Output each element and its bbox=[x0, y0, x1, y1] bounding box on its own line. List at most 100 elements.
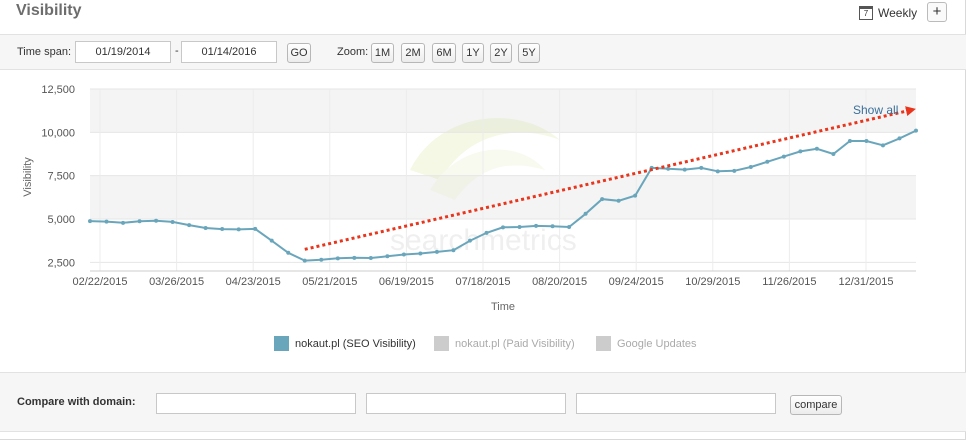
zoom-2y-button[interactable]: 2Y bbox=[490, 43, 512, 63]
x-tick-label: 07/18/2015 bbox=[455, 276, 510, 288]
data-point bbox=[633, 193, 638, 198]
chart-band bbox=[90, 175, 916, 219]
data-point bbox=[831, 152, 836, 156]
y-tick-label: 7,500 bbox=[47, 171, 75, 183]
x-tick-label: 12/31/2015 bbox=[838, 276, 893, 288]
end-date-input[interactable] bbox=[181, 41, 277, 63]
legend-label-paid: nokaut.pl (Paid Visibility) bbox=[455, 337, 575, 350]
data-point bbox=[170, 219, 175, 224]
zoom-5y-button[interactable]: 5Y bbox=[518, 43, 540, 63]
zoom-1y-button[interactable]: 1Y bbox=[462, 43, 484, 63]
data-point bbox=[682, 167, 687, 172]
data-point bbox=[137, 219, 142, 224]
zoom-2m-button[interactable]: 2M bbox=[401, 43, 425, 63]
data-point bbox=[401, 252, 406, 257]
data-point bbox=[220, 227, 225, 232]
x-tick-label: 06/19/2015 bbox=[379, 276, 434, 288]
x-tick-label: 08/20/2015 bbox=[532, 276, 587, 288]
y-tick-label: 2,500 bbox=[47, 257, 75, 269]
data-point bbox=[286, 250, 291, 255]
data-point bbox=[567, 224, 572, 229]
compare-section: Compare with domain: compare bbox=[0, 372, 966, 432]
data-point bbox=[600, 197, 605, 202]
compare-domain-input-2[interactable] bbox=[366, 393, 566, 414]
data-point bbox=[385, 254, 390, 259]
zoom-label: Zoom: bbox=[337, 46, 369, 58]
x-axis-label: Time bbox=[491, 301, 515, 313]
data-point bbox=[864, 139, 869, 143]
x-tick-label: 02/22/2015 bbox=[72, 276, 127, 288]
chart-legend: nokaut.pl (SEO Visibility) nokaut.pl (Pa… bbox=[0, 336, 966, 352]
x-tick-label: 03/26/2015 bbox=[149, 276, 204, 288]
data-point bbox=[880, 143, 885, 148]
y-tick-label: 5,000 bbox=[47, 214, 75, 226]
data-point bbox=[699, 165, 704, 170]
data-point bbox=[121, 220, 126, 225]
date-separator: - bbox=[175, 45, 179, 57]
x-axis-ticks: 02/22/2015 03/26/2015 04/23/2015 05/21/2015… bbox=[72, 276, 893, 288]
legend-swatch-google bbox=[596, 336, 611, 351]
zoom-1m-button[interactable]: 1M bbox=[371, 43, 394, 63]
data-point bbox=[814, 146, 819, 151]
y-tick-label: 12,500 bbox=[41, 84, 75, 96]
x-tick-label: 09/24/2015 bbox=[609, 276, 664, 288]
panel-title: Visibility bbox=[16, 2, 82, 19]
data-point bbox=[302, 258, 307, 263]
data-point bbox=[418, 251, 423, 256]
data-point bbox=[236, 227, 241, 232]
chart-background-bands bbox=[90, 89, 916, 219]
start-date-input[interactable] bbox=[75, 41, 171, 63]
data-point bbox=[550, 224, 555, 229]
legend-item-paid-visibility[interactable]: nokaut.pl (Paid Visibility) bbox=[434, 336, 575, 351]
data-point bbox=[335, 256, 340, 261]
y-axis-ticks: 2,500 5,000 7,500 10,000 12,500 bbox=[41, 84, 75, 269]
data-point bbox=[319, 257, 324, 262]
x-tick-label: 04/23/2015 bbox=[226, 276, 281, 288]
y-axis-label: Visibility bbox=[22, 157, 34, 197]
data-point bbox=[534, 223, 539, 228]
data-point bbox=[253, 226, 258, 231]
data-point bbox=[748, 165, 753, 169]
data-point bbox=[269, 238, 274, 243]
data-point bbox=[104, 219, 109, 224]
data-point bbox=[203, 226, 208, 231]
data-point bbox=[715, 169, 720, 174]
data-point bbox=[484, 230, 489, 235]
x-tick-label: 05/21/2015 bbox=[302, 276, 357, 288]
interval-selector[interactable]: 7 Weekly bbox=[859, 5, 917, 21]
zoom-6m-button[interactable]: 6M bbox=[432, 43, 456, 63]
data-point bbox=[434, 249, 439, 254]
compare-label: Compare with domain: bbox=[17, 396, 136, 408]
legend-swatch-seo bbox=[274, 336, 289, 351]
legend-item-google-updates[interactable]: Google Updates bbox=[596, 336, 697, 351]
x-tick-label: 10/29/2015 bbox=[685, 276, 740, 288]
compare-domain-input-3[interactable] bbox=[576, 393, 776, 414]
data-point bbox=[467, 238, 472, 243]
time-span-toolbar: Time span: - GO Zoom: 1M 2M 6M 1Y 2Y 5Y bbox=[0, 34, 966, 70]
data-point bbox=[765, 159, 770, 164]
legend-item-seo-visibility[interactable]: nokaut.pl (SEO Visibility) bbox=[274, 336, 416, 351]
compare-domain-input-1[interactable] bbox=[156, 393, 356, 414]
data-point bbox=[88, 219, 92, 224]
data-point bbox=[781, 154, 786, 159]
data-point bbox=[368, 256, 373, 260]
add-button[interactable]: + bbox=[927, 2, 947, 22]
interval-label: Weekly bbox=[878, 6, 918, 20]
calendar-icon: 7 bbox=[859, 6, 873, 20]
data-point bbox=[666, 166, 671, 171]
data-point bbox=[154, 218, 159, 223]
legend-label-seo: nokaut.pl (SEO Visibility) bbox=[295, 337, 416, 350]
x-tick-label: 11/26/2015 bbox=[762, 276, 816, 288]
show-all-link[interactable]: Show all bbox=[853, 103, 898, 117]
chart-band bbox=[90, 89, 916, 133]
data-point bbox=[451, 248, 456, 253]
series-points-seo-visibility bbox=[88, 128, 918, 263]
legend-label-google: Google Updates bbox=[617, 337, 697, 350]
legend-swatch-paid bbox=[434, 336, 449, 351]
compare-button[interactable]: compare bbox=[790, 395, 842, 415]
y-tick-label: 10,000 bbox=[41, 127, 75, 139]
go-button[interactable]: GO bbox=[287, 43, 311, 63]
data-point bbox=[517, 224, 522, 229]
chart-gridlines bbox=[90, 88, 916, 272]
